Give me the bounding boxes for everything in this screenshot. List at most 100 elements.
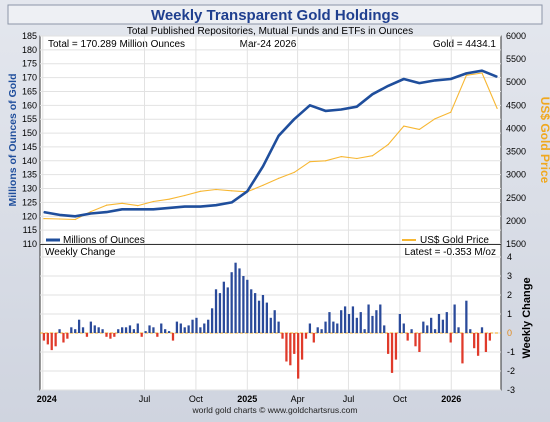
gold-price-line-point <box>371 155 374 157</box>
weekly-change-bar <box>46 333 49 345</box>
x-tick-label: Apr <box>291 394 305 404</box>
weekly-change-bar <box>300 333 304 360</box>
weekly-change-bar <box>371 315 374 333</box>
weekly-change-bar <box>70 327 73 333</box>
left-tick-label: 120 <box>22 211 37 221</box>
holdings-line-point <box>356 106 358 108</box>
weekly-change-bar <box>50 333 53 351</box>
weekly-change-bar <box>203 323 206 333</box>
right-axis-title: US$ Gold Price <box>538 97 550 184</box>
gold-price-line-point <box>105 204 108 206</box>
title-bar <box>7 4 543 25</box>
legend-holdings-label: Millions of Ounces <box>63 235 145 246</box>
weekly-change-bar <box>54 333 57 347</box>
left-tick-label: 180 <box>22 45 37 55</box>
weekly-change-bar <box>254 293 257 333</box>
weekly-change-bar <box>465 300 468 333</box>
weekly-change-bar <box>136 323 139 333</box>
x-tick-label: Oct <box>393 394 408 404</box>
gold-price-line-point <box>324 160 327 162</box>
bottom-axis-title: Weekly Change <box>521 277 533 358</box>
holdings-line-point <box>496 76 498 78</box>
holdings-line-point <box>105 211 108 213</box>
left-tick-label: 165 <box>22 86 37 96</box>
holdings-line-point <box>418 82 420 84</box>
weekly-change-bar <box>406 333 409 341</box>
right-tick-label: 1500 <box>506 239 526 249</box>
left-tick-label: 130 <box>22 184 37 194</box>
weekly-change-bar <box>383 325 386 333</box>
weekly-change-bar <box>394 333 398 360</box>
holdings-line-point <box>121 208 123 210</box>
holdings-line-point <box>184 206 186 208</box>
weekly-change-bar <box>179 323 182 333</box>
gold-price-label: Gold = 4434.1 <box>433 39 497 50</box>
gold-price-line-point <box>418 128 420 130</box>
holdings-line-point <box>293 118 295 120</box>
weekly-change-bar <box>222 281 225 333</box>
bottom-tick-label: 2 <box>507 290 512 300</box>
left-axis-title: Millions of Ounces of Gold <box>7 74 19 207</box>
holdings-line-point <box>340 108 342 111</box>
weekly-change-bar <box>246 279 249 333</box>
weekly-change-bar <box>156 333 159 337</box>
weekly-change-bar <box>160 323 163 333</box>
weekly-change-bar <box>433 329 437 333</box>
weekly-change-bar <box>77 319 81 333</box>
weekly-change-bar <box>351 306 355 333</box>
right-axis-ticks: 1500 2000 2500 3000 3500 4000 4500 5000 5500 6000 <box>506 31 526 249</box>
gold-price-line-point <box>231 190 233 192</box>
weekly-change-bar <box>316 327 319 333</box>
weekly-change-bar <box>340 310 343 333</box>
weekly-change-bar <box>347 314 351 333</box>
holdings-line-point <box>278 135 280 137</box>
holdings-line-point <box>309 104 311 106</box>
gold-price-line-point <box>450 111 452 113</box>
weekly-change-bar <box>132 329 136 333</box>
weekly-change-bar <box>113 333 116 337</box>
weekly-change-bar <box>42 333 46 341</box>
weekly-change-bar <box>414 333 417 347</box>
x-axis-ticks: 2024 Jul Oct 2025 Apr Jul Oct 2026 <box>37 394 461 404</box>
legend-gold-label: US$ Gold Price <box>420 235 489 246</box>
weekly-change-bar <box>242 276 245 333</box>
weekly-change-bar <box>273 310 276 333</box>
weekly-change-bar <box>285 333 288 362</box>
weekly-change-bar <box>469 329 472 333</box>
bottom-tick-label: -2 <box>507 366 515 376</box>
weekly-change-bar <box>281 333 284 339</box>
weekly-change-bar <box>453 304 456 333</box>
weekly-change-bar <box>476 333 480 356</box>
weekly-change-bar <box>484 333 488 352</box>
weekly-change-bar <box>109 333 112 339</box>
weekly-change-bar <box>261 295 265 333</box>
left-tick-label: 145 <box>22 142 37 152</box>
gold-price-line-point <box>199 190 201 192</box>
weekly-change-bar <box>449 333 452 343</box>
weekly-change-bar <box>238 268 241 333</box>
weekly-change-bar <box>293 333 296 354</box>
weekly-change-bar <box>308 323 312 333</box>
left-tick-label: 115 <box>23 225 37 235</box>
gold-price-line-point <box>293 171 295 173</box>
bottom-axis-ticks: -3 -2 -1 0 1 2 3 4 <box>507 252 515 395</box>
weekly-change-bar <box>375 310 378 333</box>
weekly-change-bar <box>167 331 171 333</box>
weekly-change-bar <box>312 333 315 343</box>
right-tick-label: 2500 <box>506 193 526 203</box>
left-tick-label: 160 <box>22 100 37 110</box>
holdings-line-point <box>434 79 436 81</box>
weekly-change-bar <box>461 333 464 364</box>
gold-price-line-point <box>465 74 467 76</box>
gold-price-line-point <box>90 211 92 213</box>
holdings-line-point <box>403 78 405 80</box>
holdings-line-point <box>324 110 327 112</box>
weekly-change-bar <box>359 312 362 333</box>
plot-panel <box>39 35 502 391</box>
weekly-change-bar <box>81 327 85 333</box>
weekly-change-bar <box>320 329 323 333</box>
weekly-change-bar <box>97 327 100 333</box>
weekly-change-bar <box>128 325 132 333</box>
weekly-change-bar <box>457 327 460 333</box>
